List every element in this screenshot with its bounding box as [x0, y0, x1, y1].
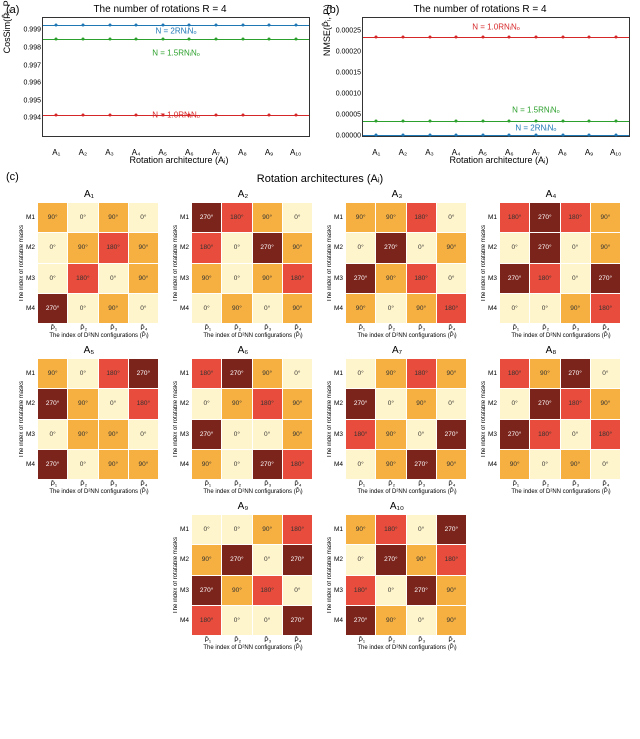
heatmap: A₉The index of rotatable masksM1M2M3M40°…: [173, 501, 313, 651]
heatmap: A₁₀The index of rotatable masksM1M2M3M49…: [327, 501, 467, 651]
heatmap: A₂The index of rotatable masksM1M2M3M427…: [173, 189, 313, 339]
panel-b-yticks: 0.000000.000050.000100.000150.000200.000…: [337, 18, 361, 136]
panel-a-yticks: 0.9940.9950.9960.9970.9980.999: [17, 18, 41, 136]
heatmap: A₈The index of rotatable masksM1M2M3M418…: [481, 345, 621, 495]
panel-a: (a) The number of rotations R = 4 CosSim…: [4, 4, 316, 165]
panel-b-title: The number of rotations R = 4: [324, 4, 636, 15]
panel-c-label: (c): [6, 171, 19, 183]
heatmap: A₄The index of rotatable masksM1M2M3M418…: [481, 189, 621, 339]
panel-a-ylabel: CosSim(P̂ᵢ, Pᵢ): [2, 0, 12, 53]
panel-b: (b) The number of rotations R = 4 NMSE(P…: [324, 4, 636, 165]
panel-b-ylabel: NMSE(P̂ᵢ, Pᵢ): [322, 4, 332, 56]
heatmap: A₁The index of rotatable masksM1M2M3M490…: [19, 189, 159, 339]
heatmap-container: A₁The index of rotatable masksM1M2M3M490…: [4, 189, 636, 651]
top-charts-row: (a) The number of rotations R = 4 CosSim…: [4, 4, 636, 165]
panel-a-chart: CosSim(P̂ᵢ, Pᵢ) 0.9940.9950.9960.9970.99…: [42, 17, 310, 137]
panel-c: (c) Rotation architectures (Aᵢ) A₁The in…: [4, 173, 636, 651]
panel-a-title: The number of rotations R = 4: [4, 4, 316, 15]
heatmap: A₇The index of rotatable masksM1M2M3M40°…: [327, 345, 467, 495]
heatmap: A₆The index of rotatable masksM1M2M3M418…: [173, 345, 313, 495]
panel-c-title: Rotation architectures (Aᵢ): [4, 173, 636, 185]
heatmap: A₅The index of rotatable masksM1M2M3M490…: [19, 345, 159, 495]
heatmap: A₃The index of rotatable masksM1M2M3M490…: [327, 189, 467, 339]
panel-b-chart: NMSE(P̂ᵢ, Pᵢ) 0.000000.000050.000100.000…: [362, 17, 630, 137]
